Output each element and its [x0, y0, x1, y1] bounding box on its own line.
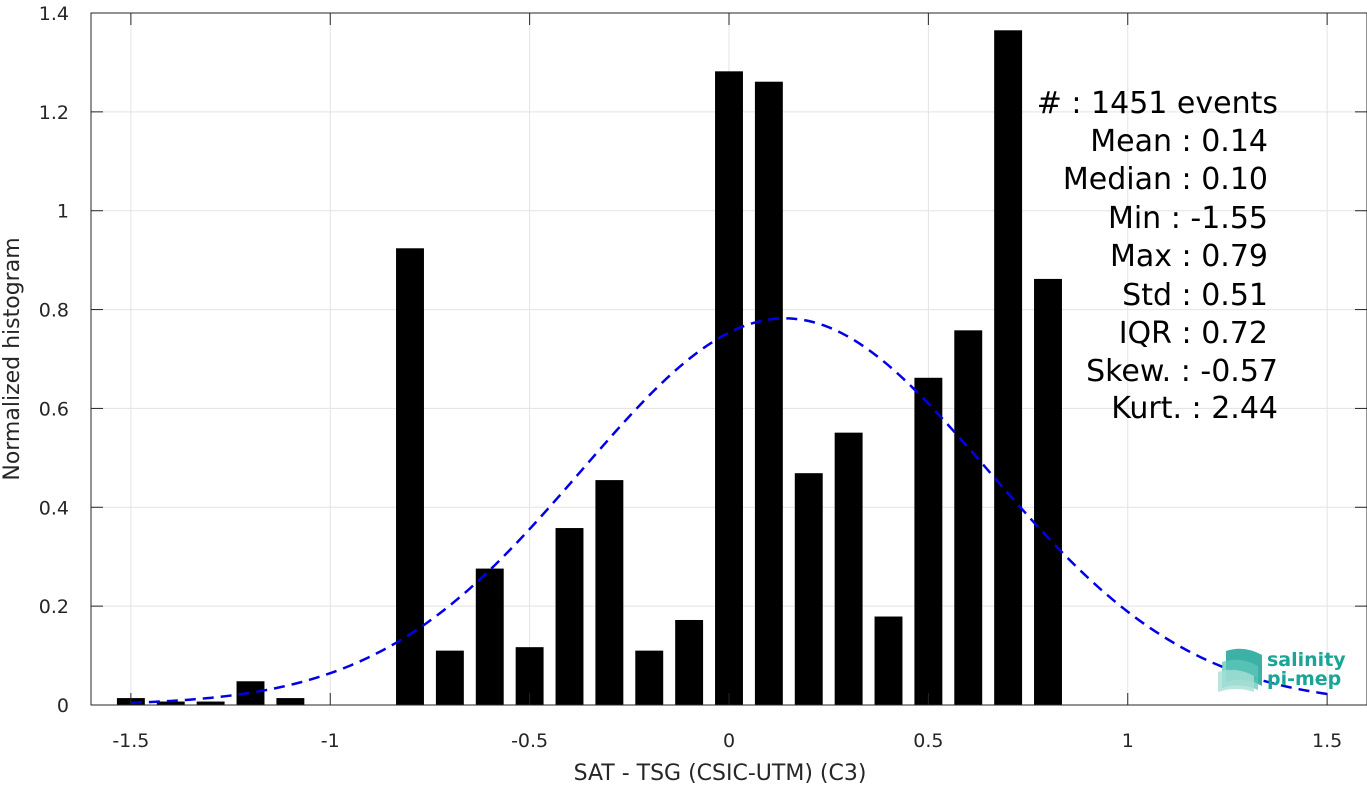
histogram-bar — [834, 432, 863, 705]
x-tick-label: -1.5 — [112, 730, 149, 752]
histogram-bar — [196, 701, 225, 705]
histogram-bar — [874, 616, 903, 705]
y-tick-label: 0.8 — [39, 300, 69, 322]
histogram-bar — [914, 377, 943, 705]
y-tick-label: 1.4 — [39, 3, 69, 25]
stat-skew: Skew. : -0.57 — [1086, 354, 1278, 389]
salinity-pi-mep-logo: salinity pi-mep — [1218, 648, 1346, 692]
histogram-bar — [156, 701, 185, 705]
x-tick-label: 1 — [1122, 730, 1134, 752]
y-tick-label: 0.4 — [39, 497, 69, 519]
stat-min: Min : -1.55 — [1108, 201, 1268, 236]
stat-kurt: Kurt. : 2.44 — [1111, 391, 1278, 426]
logo-text-salinity: salinity — [1267, 649, 1346, 671]
logo-wave-icon — [1218, 648, 1262, 692]
histogram-bar — [675, 619, 704, 705]
x-tick-label: -0.5 — [511, 730, 548, 752]
histogram-bar — [276, 698, 305, 705]
histogram-bar — [595, 480, 624, 705]
y-tick-label: 0 — [57, 695, 69, 717]
histogram-bar — [1034, 278, 1062, 705]
x-tick-label: 1.5 — [1312, 730, 1342, 752]
stat-mean: Mean : 0.14 — [1090, 124, 1268, 159]
y-tick-label: 0.6 — [39, 398, 69, 420]
y-tick-label: 1 — [57, 201, 69, 223]
x-tick-label: 0.5 — [913, 730, 943, 752]
histogram-bar — [475, 568, 504, 705]
histogram-bar — [555, 528, 584, 705]
histogram-bar — [794, 473, 823, 705]
y-axis-label: Normalized histogram — [0, 237, 25, 480]
histogram-bar — [396, 248, 424, 705]
histogram-bar — [236, 681, 265, 705]
y-tick-label: 1.2 — [39, 102, 69, 124]
normal-fit-curve — [130, 317, 1328, 705]
axis-ticks — [91, 12, 1367, 706]
histogram-bar — [435, 650, 464, 705]
stat-median: Median : 0.10 — [1063, 162, 1268, 197]
stat-std: Std : 0.51 — [1122, 278, 1268, 313]
logo-text-pi-mep: pi-mep — [1267, 668, 1341, 690]
histogram-bars — [116, 30, 1062, 706]
statistics-box: # : 1451 events Mean : 0.14 Median : 0.1… — [1037, 86, 1278, 426]
stat-max: Max : 0.79 — [1110, 239, 1268, 274]
x-tick-label: 0 — [723, 730, 735, 752]
axis-tick-labels: -1.5 -1 -0.5 0 0.5 1 1.5 0 0.2 0.4 0.6 0.8 1 1.2 1.4 — [39, 3, 1342, 752]
histogram-bar — [954, 330, 983, 705]
x-axis-label: SAT - TSG (CSIC-UTM) (C3) — [574, 761, 867, 785]
stat-count: # : 1451 events — [1037, 86, 1278, 121]
histogram-bar — [715, 71, 743, 706]
histogram-bar — [754, 81, 783, 706]
x-tick-label: -1 — [321, 730, 340, 752]
y-tick-label: 0.2 — [39, 596, 69, 618]
histogram-bar — [994, 30, 1023, 706]
stat-iqr: IQR : 0.72 — [1119, 316, 1268, 351]
histogram-bar — [635, 650, 664, 705]
